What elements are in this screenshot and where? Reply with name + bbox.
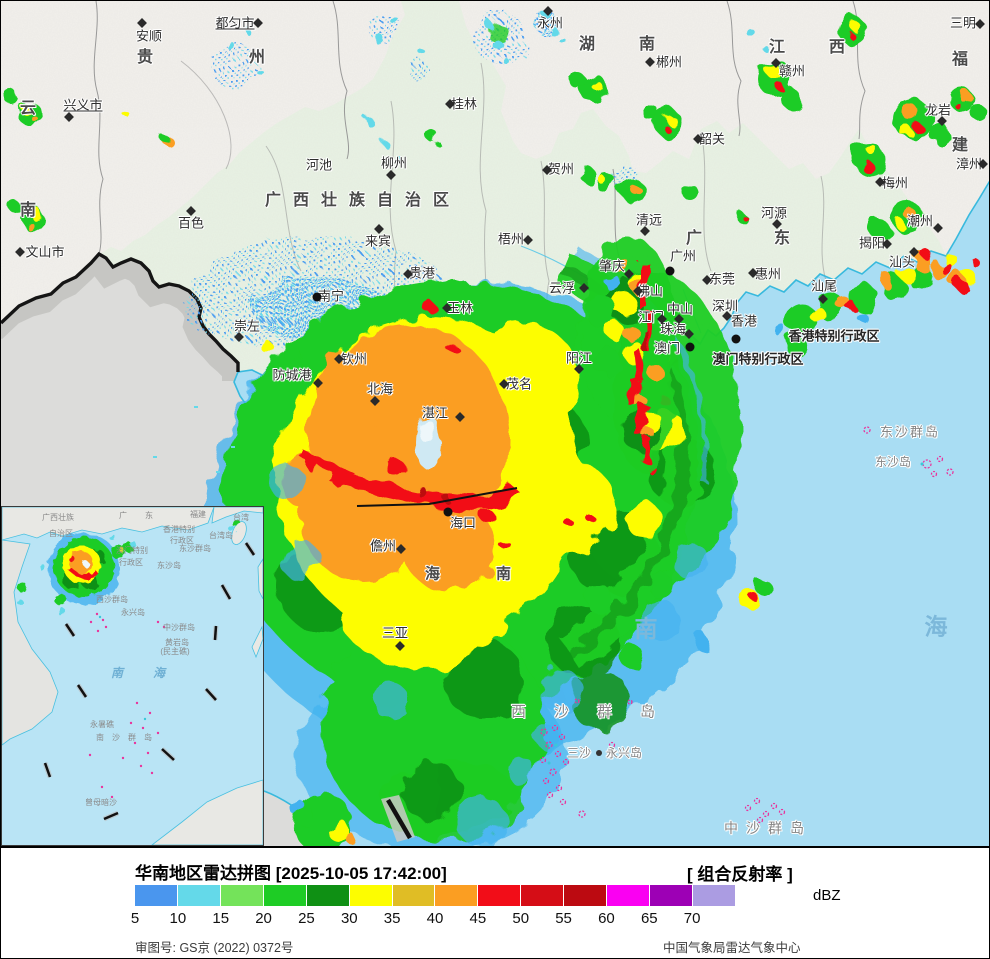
- product-type-label: [ 组合反射率 ]: [687, 865, 793, 884]
- dbz-tick: 5: [130, 910, 140, 927]
- agency-credit: 中国气象局雷达气象中心: [663, 941, 801, 955]
- dbz-swatch-60: [607, 885, 650, 906]
- dbz-tick: 60: [598, 910, 615, 927]
- dbz-tick: 65: [640, 910, 658, 927]
- dbz-swatch-25: [306, 885, 349, 906]
- dbz-swatch-35: [392, 885, 435, 906]
- dbz-tick: 55: [555, 910, 572, 927]
- dbz-tick: 70: [683, 910, 701, 927]
- nine-dash-segment: [386, 798, 412, 840]
- strait-boundary-line: [356, 487, 518, 507]
- dbz-tick: 25: [298, 910, 315, 927]
- dbz-tick: 40: [426, 910, 444, 927]
- dbz-swatch-65: [650, 885, 692, 906]
- dbz-swatch-30: [349, 885, 392, 906]
- dbz-swatch-55: [564, 885, 607, 906]
- inset-reefs: [88, 612, 166, 799]
- dbz-tick: 30: [340, 910, 358, 927]
- dbz-tick: 15: [212, 910, 230, 927]
- dbz-tick: 45: [469, 910, 487, 927]
- legend-panel: 华南地区雷达拼图 [2025-10-05 17:42:00] [ 组合反射率 ]…: [1, 846, 989, 958]
- dbz-unit-label: dBZ: [813, 887, 841, 904]
- dbz-swatch-50: [521, 885, 564, 906]
- map-license-number: 审图号: GS京 (2022) 0372号: [135, 941, 294, 955]
- dbz-swatch-40: [435, 885, 478, 906]
- product-title: 华南地区雷达拼图 [2025-10-05 17:42:00]: [135, 864, 447, 883]
- inset-landmasses: [2, 507, 263, 845]
- inset-echo: [17, 519, 240, 616]
- overview-inset-map: 广西壮族 自治区 广东 福建 台湾 台湾岛 香港特别 行政区 澳门特别 行政区 东沙群岛 东沙岛 西沙群…: [1, 506, 264, 846]
- radar-map: 安顺 都匀市 兴义市 文山市 百色 河池 柳州 桂林 永州 郴州 赣州 三明 龙岩 漳州 梅州 潮州 揭阳 汕头河…: [1, 1, 989, 846]
- dbz-tick: 35: [383, 910, 401, 927]
- map-annotations: [153, 406, 954, 842]
- radar-echo-layer: [4, 8, 987, 846]
- inset-nine-dash-line: [42, 541, 257, 822]
- dbz-swatch-20: [263, 885, 306, 906]
- dbz-swatch-70: [692, 885, 735, 906]
- dbz-tick: 20: [255, 910, 272, 927]
- dbz-swatch-5: [135, 885, 177, 906]
- inset-canvas: [2, 507, 263, 845]
- dbz-tick: 50: [512, 910, 530, 927]
- dbz-swatch-45: [478, 885, 521, 906]
- sea-clutter-specks: [153, 406, 235, 473]
- dbz-swatch-15: [220, 885, 263, 906]
- dbz-color-scale: [135, 885, 735, 906]
- dbz-swatch-10: [177, 885, 220, 906]
- reef-symbols: [539, 426, 954, 824]
- dbz-tick: 10: [169, 910, 187, 927]
